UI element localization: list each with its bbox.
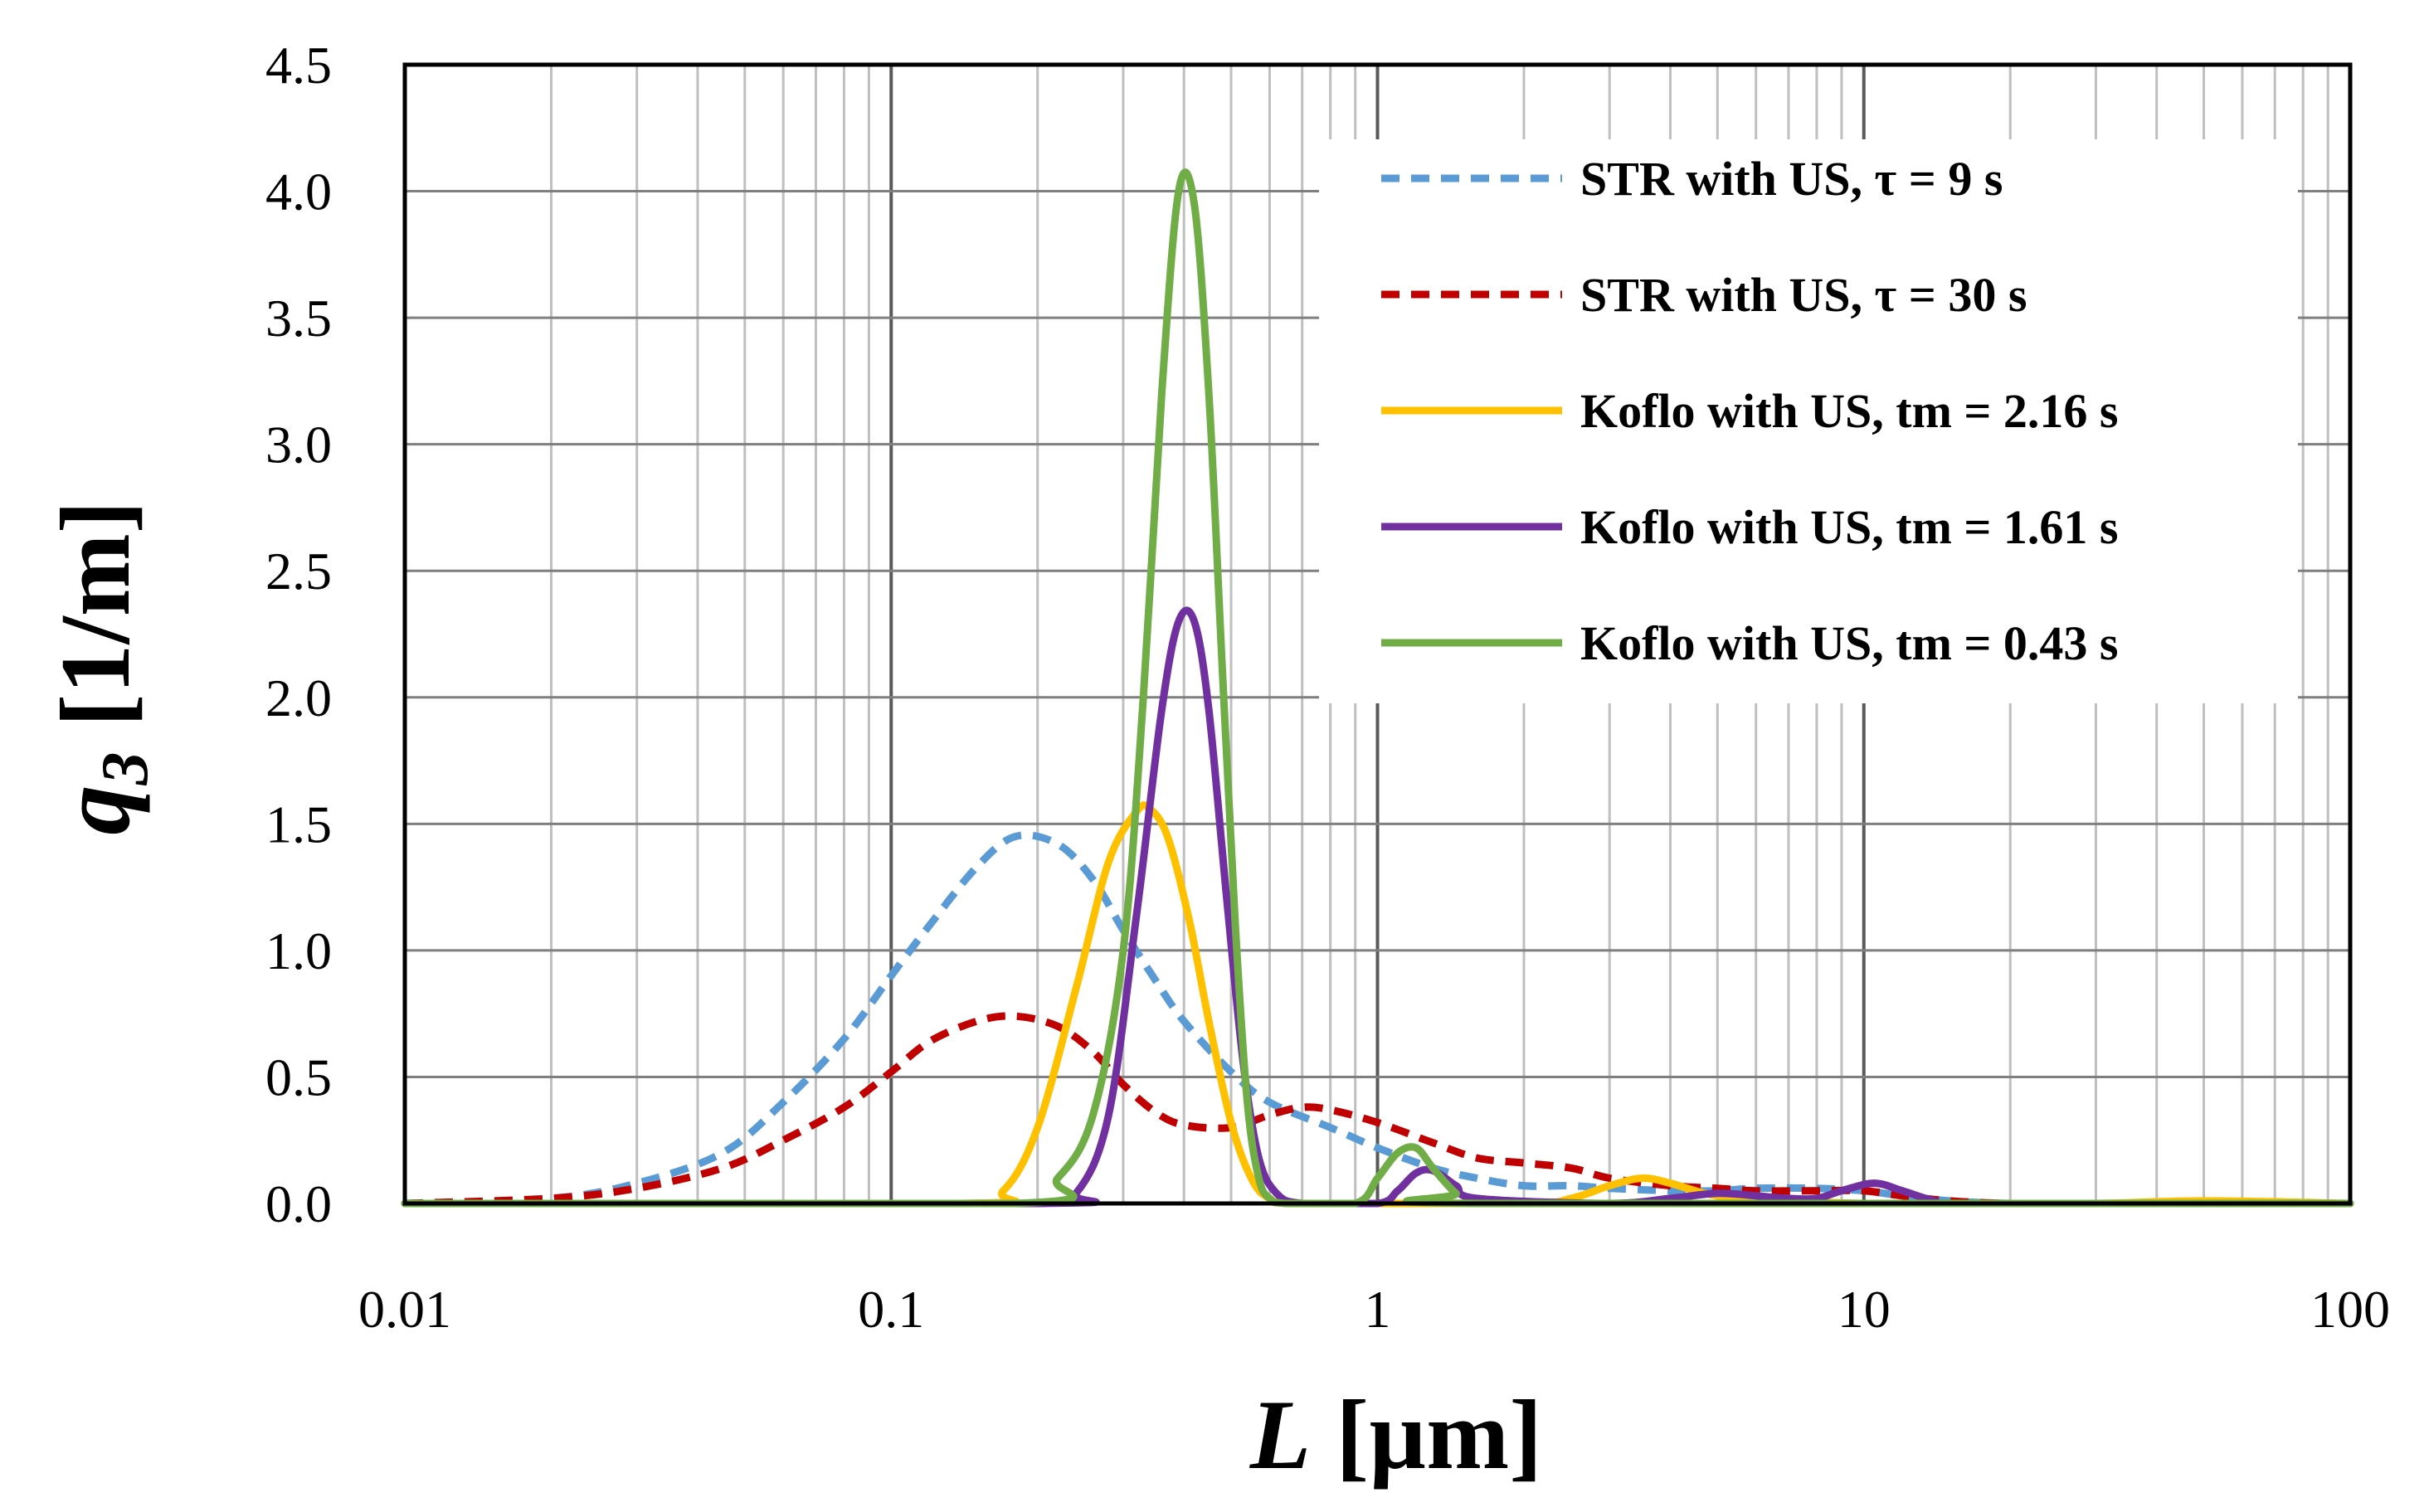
x-tick-label: 0.1 <box>858 1280 924 1339</box>
series-line-5 <box>401 168 2354 1208</box>
legend-item: Koflo with US, tm = 2.16 s <box>1381 384 2119 438</box>
legend-item: STR with US, τ = 30 s <box>1381 268 2027 322</box>
y-tick-labels: 0.0 0.5 1.0 1.5 2.0 2.5 3.0 3.5 4.0 4.5 <box>265 36 332 1233</box>
legend-label: Koflo with US, tm = 1.61 s <box>1580 500 2119 554</box>
y-tick-label: 0.5 <box>265 1048 332 1106</box>
y-tick-label: 3.5 <box>265 289 332 348</box>
x-tick-labels: 0.01 0.1 1 10 100 <box>358 1280 2390 1339</box>
legend-background <box>1319 139 2298 703</box>
legend-label: Koflo with US, tm = 2.16 s <box>1580 384 2119 438</box>
x-axis-title: L [µm] <box>1249 1379 1542 1490</box>
y-axis-subscript: 3 <box>89 752 162 786</box>
x-tick-label: 1 <box>1365 1280 1391 1339</box>
series-line-1 <box>404 831 2350 1208</box>
legend-label: STR with US, τ = 30 s <box>1580 268 2027 322</box>
legend-item: Koflo with US, tm = 1.61 s <box>1381 500 2119 554</box>
y-axis-symbol: q <box>40 785 150 835</box>
legend-label: STR with US, τ = 9 s <box>1580 152 2003 206</box>
series-line-2 <box>404 1012 2350 1208</box>
y-tick-label: 4.0 <box>265 163 332 221</box>
legend-item: Koflo with US, tm = 0.43 s <box>1381 616 2119 670</box>
x-axis-symbol: L <box>1249 1379 1311 1490</box>
legend-label: Koflo with US, tm = 0.43 s <box>1580 616 2119 670</box>
y-tick-label: 4.5 <box>265 36 332 95</box>
y-tick-label: 2.5 <box>265 542 332 600</box>
plot-area-frame <box>402 62 2353 1206</box>
y-axis-title: q3 [1/m] <box>40 500 162 834</box>
x-axis-unit: [µm] <box>1311 1379 1542 1490</box>
y-tick-label: 2.0 <box>265 668 332 727</box>
y-tick-label: 1.5 <box>265 795 332 853</box>
x-tick-label: 0.01 <box>358 1280 451 1339</box>
y-tick-label: 0.0 <box>265 1174 332 1233</box>
legend-item: STR with US, τ = 9 s <box>1381 152 2003 206</box>
legend: STR with US, τ = 9 s STR with US, τ = 30 … <box>1319 139 2298 703</box>
y-tick-label: 3.0 <box>265 416 332 474</box>
x-tick-label: 10 <box>1838 1280 1891 1339</box>
y-axis-unit: [1/m] <box>40 500 150 751</box>
x-tick-label: 100 <box>2310 1280 2390 1339</box>
y-tick-label: 1.0 <box>265 921 332 980</box>
